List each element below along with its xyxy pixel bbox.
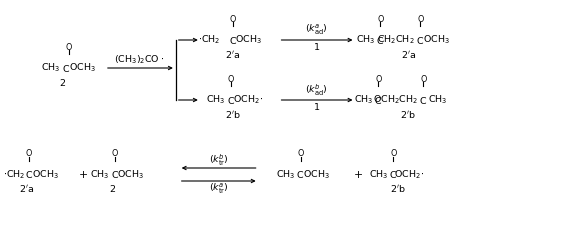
Text: $\mathsf{2'b}$: $\mathsf{2'b}$ (391, 184, 406, 195)
Text: $\mathsf{CH_3}$: $\mathsf{CH_3}$ (90, 169, 110, 181)
Text: $\mathsf{OCH_3}$: $\mathsf{OCH_3}$ (235, 34, 262, 46)
Text: $\mathsf{C}$: $\mathsf{C}$ (374, 95, 382, 106)
Text: $\mathsf{2'a}$: $\mathsf{2'a}$ (20, 184, 35, 195)
Text: $\mathsf{2'a}$: $\mathsf{2'a}$ (225, 48, 240, 59)
Text: $\mathsf{C}$: $\mathsf{C}$ (25, 169, 33, 181)
Text: $\mathsf{C}$: $\mathsf{C}$ (416, 34, 425, 45)
Text: $\mathsf{CH_3}$: $\mathsf{CH_3}$ (41, 62, 61, 74)
Text: $\mathsf{2}$: $\mathsf{2}$ (109, 184, 117, 195)
Text: $\mathsf{C}$: $\mathsf{C}$ (376, 34, 385, 45)
Text: $\mathsf{\cdot CH_2}$: $\mathsf{\cdot CH_2}$ (3, 169, 25, 181)
Text: $\mathsf{(CH_3)_2CO\cdot}$: $\mathsf{(CH_3)_2CO\cdot}$ (114, 54, 164, 66)
Text: O: O (377, 14, 383, 24)
Text: $\mathsf{C}$: $\mathsf{C}$ (229, 34, 236, 45)
Text: O: O (390, 150, 396, 158)
Text: $\mathsf{C}$: $\mathsf{C}$ (389, 169, 397, 181)
Text: $\mathsf{2'b}$: $\mathsf{2'b}$ (400, 109, 416, 120)
Text: $\mathsf{OCH_2\!\cdot}$: $\mathsf{OCH_2\!\cdot}$ (394, 169, 425, 181)
Text: $\mathsf{OCH_3}$: $\mathsf{OCH_3}$ (423, 34, 450, 46)
Text: $\mathsf{(}k^b_{\mathsf{tr}}\mathsf{)}$: $\mathsf{(}k^b_{\mathsf{tr}}\mathsf{)}$ (209, 152, 229, 168)
Text: $\mathsf{OCH_2CH_2}$: $\mathsf{OCH_2CH_2}$ (373, 94, 418, 106)
Text: O: O (297, 150, 303, 158)
Text: $\mathsf{2'a}$: $\mathsf{2'a}$ (401, 48, 416, 59)
Text: O: O (26, 150, 32, 158)
Text: $\mathsf{CH_3}$: $\mathsf{CH_3}$ (369, 169, 388, 181)
Text: $\mathsf{C}$: $\mathsf{C}$ (419, 95, 427, 106)
Text: $\mathsf{1}$: $\mathsf{1}$ (313, 102, 320, 113)
Text: $\mathsf{2}$: $\mathsf{2}$ (60, 78, 66, 89)
Text: $\mathsf{2'b}$: $\mathsf{2'b}$ (225, 109, 240, 120)
Text: $\mathsf{OCH_3}$: $\mathsf{OCH_3}$ (303, 169, 330, 181)
Text: O: O (66, 42, 72, 51)
Text: $\mathsf{(}k^b_{\mathsf{ad}}\mathsf{)}$: $\mathsf{(}k^b_{\mathsf{ad}}\mathsf{)}$ (305, 82, 328, 98)
Text: O: O (375, 75, 382, 83)
Text: $\mathsf{CH_3}$: $\mathsf{CH_3}$ (206, 94, 225, 106)
Text: $\mathsf{CH_2CH_2}$: $\mathsf{CH_2CH_2}$ (377, 34, 415, 46)
Text: $\mathsf{CH_3}$: $\mathsf{CH_3}$ (354, 94, 373, 106)
Text: $\mathsf{1}$: $\mathsf{1}$ (313, 41, 320, 52)
Text: $\mathsf{(}k^a_{\mathsf{tr}}\mathsf{)}$: $\mathsf{(}k^a_{\mathsf{tr}}\mathsf{)}$ (209, 182, 229, 196)
Text: $\mathsf{OCH_2\!\cdot}$: $\mathsf{OCH_2\!\cdot}$ (233, 94, 263, 106)
Text: $\mathsf{C}$: $\mathsf{C}$ (297, 169, 305, 181)
Text: O: O (230, 14, 236, 24)
Text: $\mathsf{C}$: $\mathsf{C}$ (227, 95, 235, 106)
Text: $\mathsf{OCH_3}$: $\mathsf{OCH_3}$ (69, 62, 96, 74)
Text: $\mathsf{OCH_3}$: $\mathsf{OCH_3}$ (32, 169, 59, 181)
Text: $\mathsf{+}$: $\mathsf{+}$ (354, 169, 363, 181)
Text: $\mathsf{+}$: $\mathsf{+}$ (78, 169, 88, 181)
Text: O: O (420, 75, 426, 83)
Text: $\mathsf{C}$: $\mathsf{C}$ (62, 62, 70, 73)
Text: $\mathsf{(}k^a_{\mathsf{ad}}\mathsf{)}$: $\mathsf{(}k^a_{\mathsf{ad}}\mathsf{)}$ (305, 23, 328, 37)
Text: $\mathsf{CH_3}$: $\mathsf{CH_3}$ (356, 34, 375, 46)
Text: $\mathsf{CH_3}$: $\mathsf{CH_3}$ (276, 169, 296, 181)
Text: O: O (417, 14, 423, 24)
Text: $\mathsf{OCH_3}$: $\mathsf{OCH_3}$ (118, 169, 144, 181)
Text: $\mathsf{\cdot CH_2}$: $\mathsf{\cdot CH_2}$ (198, 34, 220, 46)
Text: O: O (227, 75, 234, 83)
Text: O: O (111, 150, 118, 158)
Text: $\mathsf{C}$: $\mathsf{C}$ (111, 169, 119, 181)
Text: $\mathsf{CH_3}$: $\mathsf{CH_3}$ (427, 94, 447, 106)
